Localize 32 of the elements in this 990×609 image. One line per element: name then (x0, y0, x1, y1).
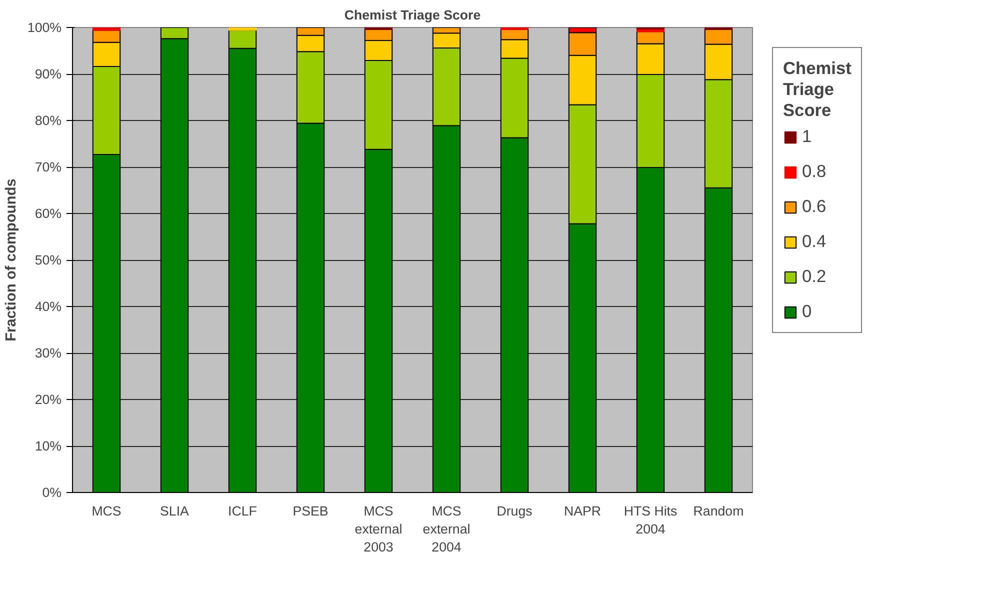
chart-title: Chemist Triage Score (344, 8, 481, 22)
bar (228, 28, 257, 31)
x-tick-label: MCS external 2004 (422, 504, 470, 554)
legend-label: 0.6 (802, 196, 826, 217)
y-tick-label: 10% (34, 438, 62, 454)
bar (92, 28, 121, 31)
x-tick-label: HTS Hits 2004 (624, 504, 678, 536)
y-tick-label: 70% (34, 160, 62, 174)
y-tick-label: 60% (34, 206, 62, 221)
legend-title: Chemist Triage Score (783, 58, 852, 121)
y-tick-label: 20% (34, 392, 62, 407)
x-tick-label: PSEB (292, 504, 328, 518)
legend-label: 0.4 (802, 231, 826, 252)
x-tick-label: ICLF (228, 504, 257, 518)
x-tick-label: MCS external 2003 (354, 504, 402, 554)
y-tick-label: 90% (34, 66, 62, 82)
legend-label: 1 (802, 126, 813, 147)
x-tick-label: NAPR (564, 504, 602, 518)
legend-label: 0.8 (802, 161, 826, 182)
x-tick-label: SLIA (160, 504, 190, 518)
x-tick-label: MCS (92, 504, 122, 518)
y-tick-label: 0% (42, 485, 62, 500)
y-tick-label: 100% (27, 20, 62, 35)
legend-label: 0.2 (802, 266, 826, 287)
y-axis-title: Fraction of compounds (3, 178, 20, 342)
y-tick-label: 80% (34, 113, 62, 128)
x-tick-label: Random (693, 504, 744, 518)
x-tick-label: Drugs (496, 504, 533, 518)
y-tick-label: 50% (34, 252, 62, 268)
legend-label: 0 (802, 301, 813, 322)
y-tick-label: 40% (34, 299, 62, 314)
y-tick-label: 30% (34, 346, 62, 360)
